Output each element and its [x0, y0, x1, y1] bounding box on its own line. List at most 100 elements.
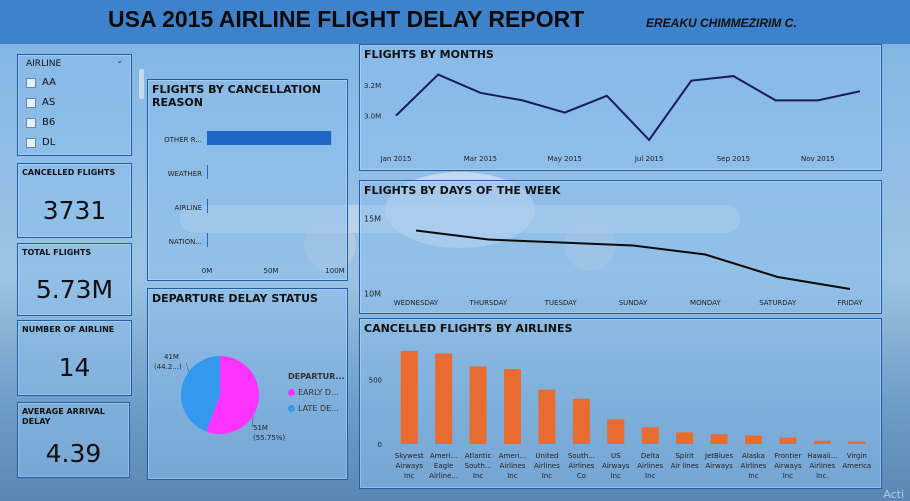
- bar: [641, 427, 659, 444]
- x-tick-label: Inc: [473, 472, 484, 480]
- kpi-label: CANCELLED FLIGHTS: [22, 168, 116, 177]
- x-tick-label: Delta: [641, 452, 660, 460]
- checkbox-icon[interactable]: [26, 118, 36, 128]
- x-tick-label: Airlines: [500, 462, 526, 470]
- x-tick-label: Inc: [404, 472, 415, 480]
- x-tick-label: Inc.: [816, 472, 829, 480]
- slicer-label: AIRLINE: [26, 59, 62, 69]
- legend-dot-icon: [288, 389, 295, 396]
- kpi-label: AVERAGE ARRIVAL DELAY: [22, 407, 105, 426]
- data-label: 41M: [164, 353, 179, 361]
- x-tick-label: Inc: [542, 472, 553, 480]
- y-tick-label: NATION...: [169, 238, 202, 246]
- airline-slicer[interactable]: AIRLINE ⌄ AA AS B6 DL: [17, 54, 144, 156]
- x-tick-label: Inc: [783, 472, 794, 480]
- bar: [676, 432, 694, 444]
- legend-item-late[interactable]: LATE DE...: [288, 404, 339, 413]
- slicer-item-dl[interactable]: DL: [26, 137, 55, 151]
- y-tick-label: 3.0M: [364, 113, 381, 121]
- y-tick-label: WEATHER: [168, 170, 203, 178]
- panel-flights-by-months: FLIGHTS BY MONTHS 3.2M 3.0M Jan 2015 Mar 20…: [359, 44, 882, 171]
- x-tick-label: United: [535, 452, 558, 460]
- x-tick-label: FRIDAY: [838, 299, 863, 307]
- x-tick-label: South...: [465, 462, 492, 470]
- panel-departure-delay: DEPARTURE DELAY STATUS 51M (55.75%) 41M (44…: [147, 288, 348, 480]
- x-tick-label: Spirit: [675, 452, 694, 460]
- kpi-value: 14: [58, 353, 91, 382]
- kpi-value: 5.73M: [35, 275, 114, 304]
- leader-line: [251, 416, 254, 428]
- bar: [207, 131, 332, 145]
- y-tick-label: AIRLINE: [175, 204, 202, 212]
- leader-line: [185, 362, 190, 372]
- chevron-down-icon[interactable]: ⌄: [116, 56, 124, 66]
- x-tick-label: Jul 2015: [634, 155, 664, 163]
- checkbox-icon[interactable]: [26, 138, 36, 148]
- x-tick-label: Eagle: [434, 462, 453, 470]
- bar: [572, 398, 590, 444]
- x-tick-label: US: [611, 452, 621, 460]
- y-tick-label: 15M: [364, 215, 381, 224]
- x-tick-label: Jan 2015: [380, 155, 412, 163]
- bar: [504, 368, 521, 444]
- x-tick-label: Airways: [602, 462, 630, 470]
- y-tick-label: 500: [369, 376, 382, 384]
- kpi-value: 3731: [42, 196, 107, 225]
- x-tick-label: Co: [577, 472, 586, 480]
- x-tick-label: Airlines: [809, 462, 835, 470]
- checkbox-icon[interactable]: [26, 78, 36, 88]
- slicer-item-b6[interactable]: B6: [26, 117, 55, 131]
- bar: [435, 353, 453, 444]
- x-tick-label: Sep 2015: [717, 155, 750, 163]
- panel-title: FLIGHTS BY CANCELLATION REASON: [152, 83, 321, 109]
- x-tick-label: Nov 2015: [801, 155, 835, 163]
- series-line: [395, 73, 861, 142]
- x-tick-label: TUESDAY: [544, 299, 578, 307]
- x-tick-label: Frontier: [775, 452, 802, 460]
- data-label: (55.75%): [253, 434, 285, 442]
- cancellation-reason-chart: OTHER R... WEATHER AIRLINE NATION... 0M 50M 10…: [164, 131, 345, 275]
- panel-title: FLIGHTS BY MONTHS: [364, 48, 494, 61]
- x-tick-label: 50M: [264, 267, 279, 275]
- data-label: 51M: [253, 424, 268, 432]
- x-tick-label: Inc: [507, 472, 518, 480]
- bar: [538, 389, 556, 444]
- x-tick-label: Alaska: [742, 452, 765, 460]
- kpi-number-of-airline: NUMBER OF AIRLINE 14: [17, 320, 132, 396]
- data-label: (44.2...): [154, 363, 182, 371]
- x-tick-label: JetBlues: [704, 452, 734, 460]
- bar: [469, 366, 487, 444]
- y-tick-label: 3.2M: [364, 82, 381, 90]
- kpi-label: TOTAL FLIGHTS: [22, 248, 92, 257]
- bar: [779, 437, 797, 444]
- panel-title: FLIGHTS BY DAYS OF THE WEEK: [364, 184, 561, 197]
- x-tick-label: Airline...: [429, 472, 458, 480]
- x-tick-label: Air lines: [671, 462, 699, 470]
- y-tick-label: 10M: [364, 290, 381, 299]
- y-tick-label: OTHER R...: [164, 136, 202, 144]
- x-tick-label: Airlines: [534, 462, 560, 470]
- slicer-item-aa[interactable]: AA: [26, 77, 56, 91]
- x-tick-label: Airlines: [637, 462, 663, 470]
- x-tick-label: Airlines: [568, 462, 594, 470]
- x-tick-label: Virgin: [847, 452, 867, 460]
- legend-item-early[interactable]: EARLY D...: [288, 388, 339, 397]
- bar: [745, 435, 762, 444]
- legend-dot-icon: [288, 405, 295, 412]
- checkbox-icon[interactable]: [26, 98, 36, 108]
- x-tick-label: Airways: [705, 462, 733, 470]
- panel-title: CANCELLED FLIGHTS BY AIRLINES: [364, 322, 573, 335]
- bar: [848, 441, 866, 444]
- kpi-cancelled-flights: CANCELLED FLIGHTS 3731: [17, 163, 132, 238]
- slicer-scrollbar[interactable]: [139, 69, 144, 99]
- kpi-average-arrival-delay: AVERAGE ARRIVAL DELAY 4.39: [17, 402, 130, 478]
- x-tick-label: May 2015: [547, 155, 582, 163]
- x-tick-label: South...: [568, 452, 595, 460]
- x-tick-label: Mar 2015: [464, 155, 497, 163]
- y-tick-label: 0: [378, 441, 382, 449]
- bar: [813, 440, 831, 444]
- x-tick-label: America: [842, 462, 871, 470]
- bar: [207, 233, 208, 247]
- cancelled-airlines-bar-chart: 500 0 Skywest Airways Inc Ameri... Eagle Airlin…: [369, 350, 871, 480]
- slicer-item-as[interactable]: AS: [26, 97, 55, 111]
